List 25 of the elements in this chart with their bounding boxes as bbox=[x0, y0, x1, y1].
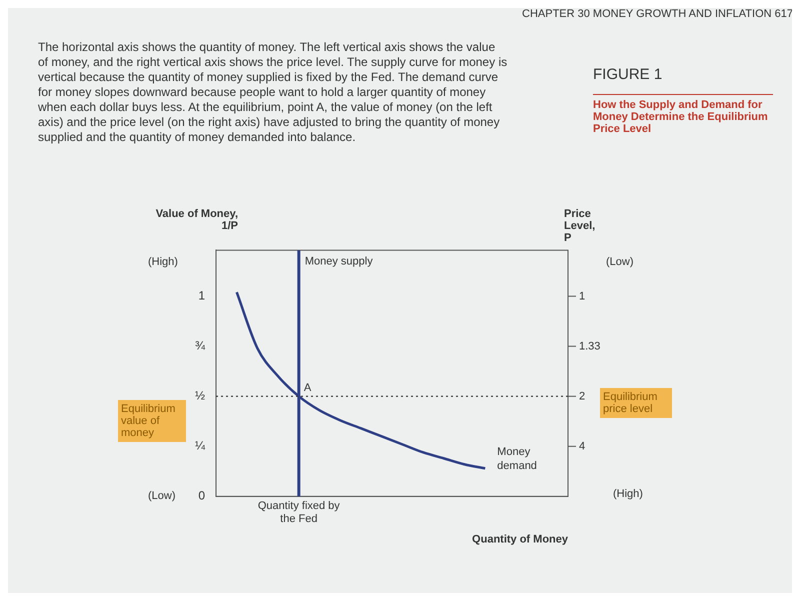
text: 2 bbox=[579, 390, 586, 402]
text: (High) bbox=[148, 256, 178, 268]
ref-line-label: Money supply bbox=[304, 256, 374, 268]
text: Equilibrium price level bbox=[600, 388, 672, 418]
y-tick-label: ¾ bbox=[194, 338, 206, 353]
text: How the Supply and Demand for Money Determine the Equilibrium Price Level bbox=[593, 94, 773, 135]
text: 1 bbox=[579, 290, 586, 302]
x-tick-label: Quantity fixed by the Fed bbox=[258, 500, 340, 526]
y2-axis-title: Price Level, P bbox=[564, 208, 596, 244]
text: (Low) bbox=[606, 256, 634, 268]
text: The horizontal axis shows the quantity of money. The left vertical axis shows the value of money, and the right vertical axis shows the price level. The supply curve for money is vertical because the quantity of money supplied is fixed by the Fed. The demand curve for money slopes downward because people want to hold a larger quantity of money when each dollar buys less. At the equilibrium, point A, the value of money (on the left axis) and the price level (on the right axis) have adjusted to bring the quantity of money supplied and the quantity of money demanded into balance. bbox=[38, 40, 508, 145]
y-tick-label: ½ bbox=[194, 388, 206, 403]
text: Equilibrium value of money bbox=[118, 400, 186, 442]
x-axis-title: Quantity of Money bbox=[472, 533, 569, 546]
text: (High) bbox=[613, 488, 643, 500]
y-tick-label: ¼ bbox=[194, 438, 206, 453]
y-tick-label: 1 bbox=[198, 288, 206, 303]
text: 1.33 bbox=[579, 340, 600, 352]
y-axis-title: Value of Money, 1/P bbox=[154, 208, 238, 232]
y-tick-label: 0 bbox=[198, 488, 206, 503]
annotation: A bbox=[304, 382, 312, 394]
text: 4 bbox=[579, 440, 586, 452]
series-label: Money demand bbox=[497, 446, 537, 472]
text: FIGURE 1 bbox=[593, 66, 662, 83]
text: (Low) bbox=[148, 490, 176, 502]
